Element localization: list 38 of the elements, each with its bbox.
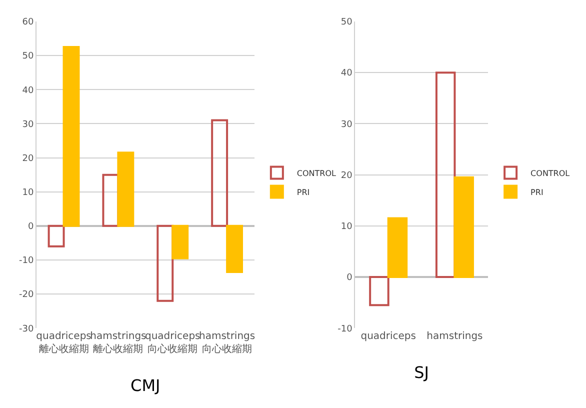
bar: [226, 224, 244, 273]
legend-label: PRI: [296, 188, 310, 197]
bar: [454, 176, 474, 278]
y-tick-label: 10: [340, 222, 353, 232]
legend-label: CONTROL: [296, 168, 337, 178]
y-tick-label: 60: [22, 18, 34, 28]
bar: [387, 217, 408, 278]
legend-label: PRI: [530, 188, 544, 197]
bar: [62, 46, 80, 227]
y-tick-label: 50: [22, 52, 34, 62]
y-tick-label: 30: [340, 120, 353, 130]
y-tick-label: 0: [346, 273, 353, 284]
y-tick-label: -10: [338, 324, 353, 334]
y-tick-label: 20: [340, 170, 353, 181]
x-tick-label: hamstrings: [426, 331, 483, 342]
y-tick-label: 40: [340, 68, 353, 79]
y-tick-label: -10: [19, 256, 34, 266]
legend-label: CONTROL: [530, 168, 570, 178]
bar: [117, 152, 134, 227]
x-axis-title: CMJ: [130, 376, 160, 395]
x-tick-label: quadriceps: [360, 331, 416, 342]
y-tick-label: -20: [19, 290, 34, 300]
bar: [211, 119, 228, 227]
x-tick-label: quadriceps 離心收縮期: [36, 331, 92, 356]
y-tick-label: 30: [22, 120, 34, 130]
x-tick-label: hamstrings 離心收縮期: [90, 331, 146, 356]
bar: [48, 224, 65, 248]
bar: [369, 276, 390, 306]
y-tick-label: 0: [28, 222, 34, 232]
y-tick-label: -30: [19, 324, 34, 334]
y-tick-label: 50: [340, 18, 353, 28]
x-tick-label: hamstrings 向心收縮期: [198, 331, 256, 356]
x-tick-label: quadriceps 向心收縮期: [144, 331, 200, 356]
y-tick-label: 10: [22, 188, 34, 198]
y-tick-label: 20: [22, 154, 34, 164]
bar: [172, 224, 189, 260]
y-tick-label: 40: [22, 86, 34, 96]
x-axis-title: SJ: [414, 362, 429, 382]
